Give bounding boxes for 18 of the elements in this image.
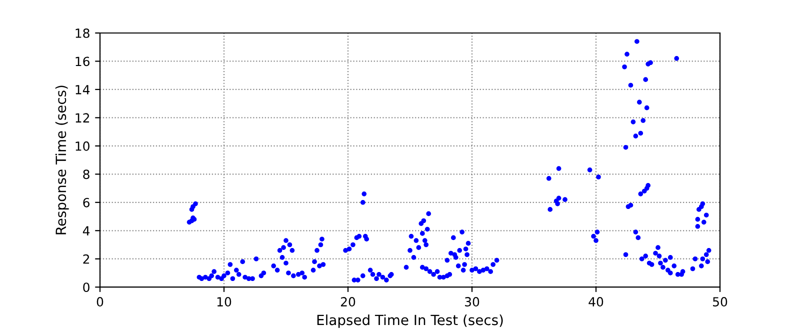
y-tick-label: 12 bbox=[76, 113, 90, 122]
y-tick-label: 18 bbox=[76, 28, 90, 38]
y-tick-label: 2 bbox=[83, 254, 90, 264]
y-axis-title: Response Time (secs) bbox=[55, 86, 69, 234]
x-tick-label: 0 bbox=[96, 297, 104, 306]
x-tick-label: 50 bbox=[713, 297, 728, 306]
y-tick-label: 10 bbox=[76, 141, 90, 151]
x-tick-label: 10 bbox=[217, 297, 232, 306]
x-axis-title: Elapsed Time In Test (secs) bbox=[317, 314, 503, 328]
y-tick-label: 0 bbox=[83, 282, 90, 292]
y-tick-label: 14 bbox=[76, 85, 90, 94]
x-tick-label: 40 bbox=[588, 297, 604, 306]
y-tick-label: 8 bbox=[83, 170, 90, 180]
y-tick-label: 6 bbox=[83, 198, 90, 208]
y-tick-label: 16 bbox=[76, 56, 90, 66]
x-tick-label: 20 bbox=[340, 297, 356, 306]
x-tick-label: 30 bbox=[465, 297, 480, 306]
y-tick-label: 4 bbox=[82, 226, 90, 236]
